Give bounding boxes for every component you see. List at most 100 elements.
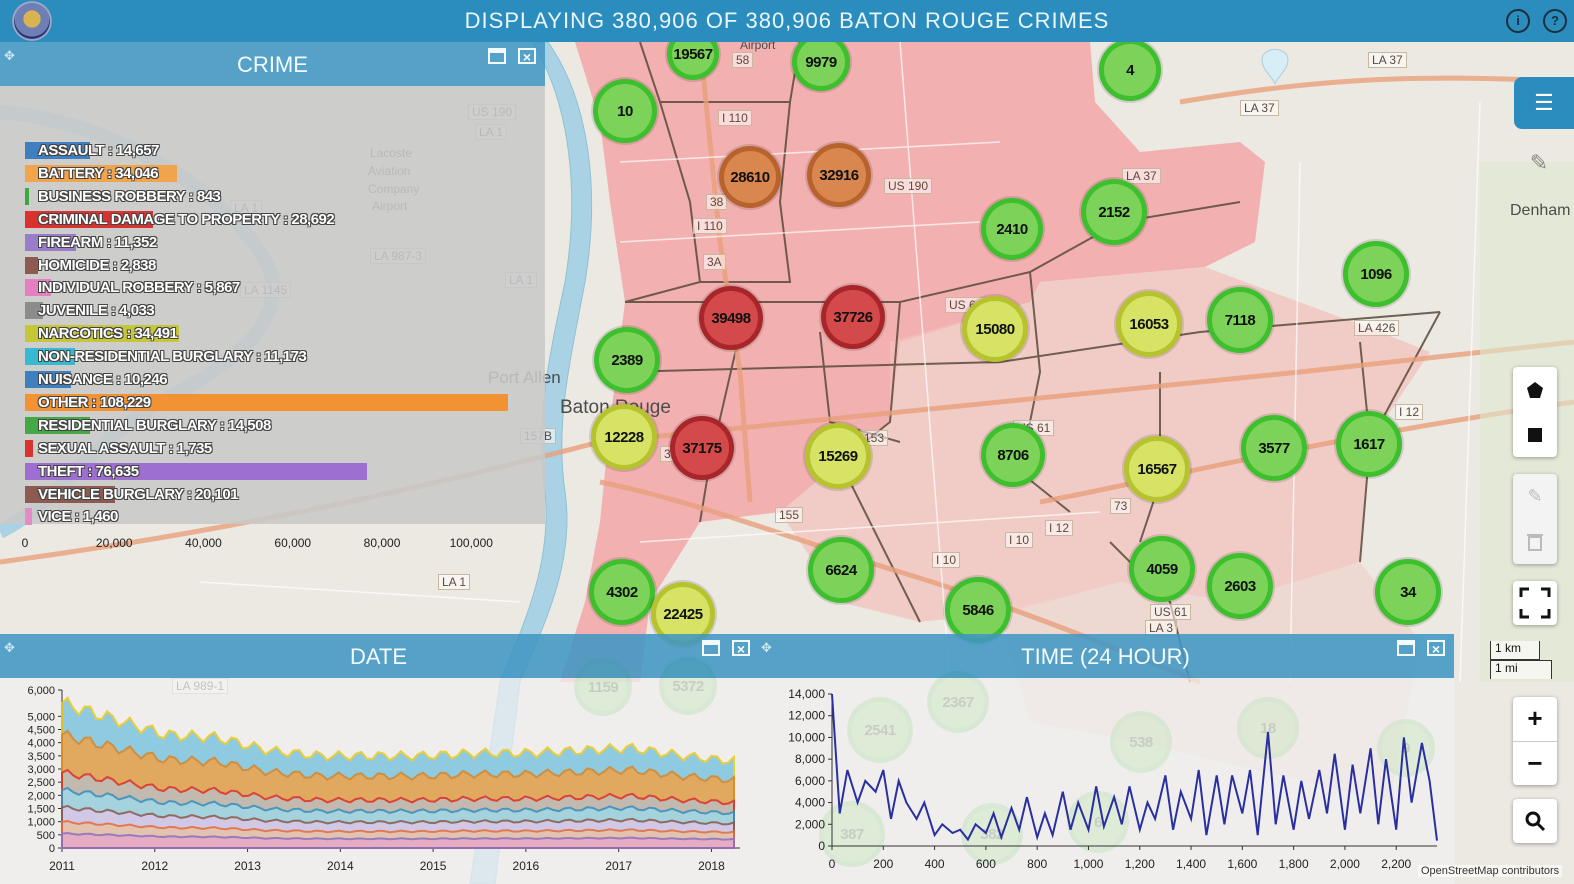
crime-bar[interactable]	[25, 439, 33, 457]
time-chart[interactable]: 0 2,000 4,000 6,000 8,000 10,000 12,000 14,000 0…	[757, 678, 1454, 884]
crime-bar[interactable]	[25, 279, 52, 297]
crime-bar[interactable]	[25, 416, 90, 434]
crime-bar[interactable]	[25, 485, 115, 503]
crime-row[interactable]: NARCOTICS : 34,491	[25, 325, 508, 343]
cluster-marker[interactable]: 16567	[1129, 441, 1185, 497]
app-header: DISPLAYING 380,906 OF 380,906 BATON ROUG…	[0, 0, 1574, 42]
crime-bar[interactable]	[25, 393, 508, 411]
cluster-marker[interactable]: 8706	[986, 428, 1040, 482]
cluster-marker[interactable]: 2410	[986, 203, 1038, 255]
maximize-button[interactable]	[488, 48, 506, 64]
crime-row[interactable]: CRIMINAL DAMAGE TO PROPERTY : 28,692	[25, 210, 508, 228]
delete-layers-button[interactable]	[1527, 519, 1543, 564]
cluster-marker[interactable]: 4302	[594, 564, 650, 620]
crime-row[interactable]: NON-RESIDENTIAL BURGLARY : 11,173	[25, 348, 508, 366]
crime-row[interactable]: SEXUAL ASSAULT : 1,735	[25, 439, 508, 457]
cluster-marker[interactable]: 3577	[1246, 420, 1302, 476]
crime-row[interactable]: RESIDENTIAL BURGLARY : 14,508	[25, 416, 508, 434]
cluster-marker[interactable]: 4059	[1134, 541, 1190, 597]
crime-bar[interactable]	[25, 187, 29, 205]
info-icon[interactable]: i	[1506, 9, 1530, 33]
crime-bar[interactable]	[25, 348, 75, 366]
zoom-in-button[interactable]: +	[1527, 703, 1543, 734]
cluster-marker[interactable]: 5846	[950, 582, 1006, 638]
crime-row[interactable]: OTHER : 108,229	[25, 393, 508, 411]
crime-row[interactable]: JUVENILE : 4,033	[25, 302, 508, 320]
crime-bar[interactable]	[25, 256, 38, 274]
crime-bar[interactable]	[25, 233, 76, 251]
crime-bar[interactable]	[25, 371, 71, 388]
cluster-marker[interactable]: 22425	[656, 587, 710, 641]
cluster-marker[interactable]: 1096	[1348, 246, 1404, 302]
x-tick-label: 600	[976, 857, 996, 871]
date-chart[interactable]: 0 500 1,000 1,500 2,000 2,500 3,000 3,500 4,000 4…	[0, 678, 757, 884]
drag-handle-icon[interactable]: ✥	[761, 640, 772, 655]
crime-row[interactable]: BATTERY : 34,046	[25, 164, 508, 182]
crime-bar[interactable]	[25, 210, 154, 228]
cluster-marker[interactable]: 39498	[704, 291, 758, 345]
cluster-marker[interactable]: 7118	[1212, 292, 1268, 348]
crime-row[interactable]: INDIVIDUAL ROBBERY : 5,867	[25, 279, 508, 297]
crime-bar[interactable]	[25, 302, 43, 320]
cluster-marker[interactable]: 6624	[813, 542, 869, 598]
map-attribution[interactable]: OpenStreetMap contributors	[1418, 865, 1563, 877]
time-series-line[interactable]	[831, 693, 1438, 842]
drag-handle-icon[interactable]: ✥	[4, 48, 15, 63]
cluster-marker[interactable]: 12228	[596, 409, 652, 465]
crime-row[interactable]: BUSINESS ROBBERY : 843	[25, 187, 508, 205]
y-tick-label: 2,000	[795, 817, 825, 831]
crime-row[interactable]: ASSAULT : 14,657	[25, 142, 508, 159]
edit-layers-button[interactable]: ✎	[1527, 474, 1542, 519]
crime-row[interactable]: FIREARM : 11,352	[25, 233, 508, 251]
road-label: LA 37	[1122, 168, 1161, 184]
cluster-marker[interactable]: 2152	[1086, 184, 1142, 240]
crime-row[interactable]: HOMICIDE : 2,838	[25, 256, 508, 274]
maximize-button[interactable]	[1397, 640, 1415, 656]
cluster-marker[interactable]: 16053	[1121, 296, 1177, 352]
date-area-series[interactable]	[61, 831, 735, 849]
maximize-button[interactable]	[702, 640, 720, 656]
map-pin-icon[interactable]	[1261, 49, 1289, 85]
cluster-marker[interactable]: 28610	[724, 151, 776, 203]
cluster-marker[interactable]: 4	[1104, 44, 1156, 96]
layers-menu-button[interactable]: ☰	[1514, 77, 1574, 129]
close-button[interactable]: ×	[518, 48, 536, 64]
cluster-marker[interactable]: 37175	[675, 421, 729, 475]
cluster-marker[interactable]: 32916	[812, 148, 866, 202]
time-panel-header[interactable]: ✥ TIME (24 HOUR) ×	[757, 634, 1454, 678]
crime-bar[interactable]	[25, 142, 91, 159]
cluster-marker[interactable]: 9979	[797, 42, 845, 86]
draw-polygon-button[interactable]	[1525, 367, 1545, 412]
search-button[interactable]	[1513, 799, 1557, 843]
drag-handle-icon[interactable]: ✥	[4, 640, 15, 655]
zoom-out-button[interactable]: −	[1513, 740, 1557, 786]
help-icon[interactable]: ?	[1543, 9, 1567, 33]
logo-seal-icon[interactable]	[12, 1, 52, 41]
crime-bar[interactable]	[25, 462, 367, 480]
fullscreen-button[interactable]	[1513, 581, 1557, 625]
crime-row[interactable]: NUISANCE : 10,246	[25, 371, 508, 388]
close-button[interactable]: ×	[1427, 640, 1445, 656]
cluster-marker[interactable]: 2389	[599, 332, 655, 388]
cluster-marker[interactable]: 15269	[810, 428, 866, 484]
close-button[interactable]: ×	[732, 640, 750, 656]
crime-bar[interactable]	[25, 508, 32, 526]
date-panel-header[interactable]: ✥ DATE ×	[0, 634, 757, 678]
crime-row[interactable]: VEHICLE BURGLARY : 20,101	[25, 485, 508, 503]
cluster-marker[interactable]: 34	[1380, 564, 1436, 620]
cluster-marker[interactable]: 37726	[826, 290, 880, 344]
cluster-marker[interactable]: 1617	[1341, 416, 1397, 472]
cluster-marker[interactable]: 10	[598, 84, 652, 138]
cluster-marker[interactable]: 15080	[967, 301, 1023, 357]
draw-rectangle-button[interactable]	[1526, 412, 1544, 457]
time-line-chart[interactable]: 0 2,000 4,000 6,000 8,000 10,000 12,000 14,000 0…	[757, 678, 1454, 884]
cluster-marker[interactable]: 2603	[1212, 558, 1268, 614]
crime-bar[interactable]	[25, 164, 177, 182]
crime-row[interactable]: THEFT : 76,635	[25, 462, 508, 480]
cluster-marker[interactable]: 19567	[672, 42, 714, 75]
crime-row[interactable]: VICE : 1,460	[25, 508, 508, 526]
crime-panel-header[interactable]: ✥ CRIME ×	[0, 42, 545, 86]
tools-button[interactable]: ✎	[1520, 144, 1558, 182]
crime-bar[interactable]	[25, 325, 179, 343]
